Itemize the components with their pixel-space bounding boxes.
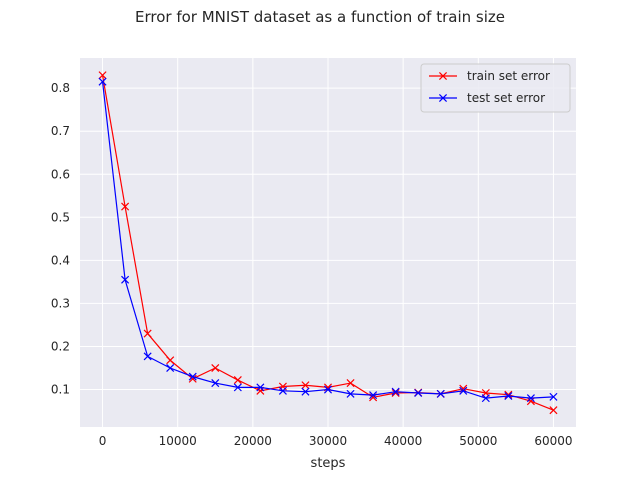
legend-label: test set error	[467, 91, 545, 105]
x-tick-label: 10000	[159, 434, 197, 448]
data-point	[346, 389, 355, 398]
data-point	[256, 383, 265, 392]
legend-item: test set error	[429, 91, 545, 105]
data-point	[233, 383, 242, 392]
x-tick-label: 60000	[534, 434, 572, 448]
y-tick-label: 0.1	[51, 383, 70, 397]
y-axis-ticks: 0.1 0.2 0.3 0.4 0.5 0.6 0.7 0.8	[51, 81, 70, 396]
data-point	[211, 363, 220, 373]
x-axis-label: steps	[311, 456, 346, 471]
data-point	[278, 386, 287, 395]
data-point	[391, 388, 400, 398]
data-point	[301, 381, 310, 390]
data-point	[233, 376, 242, 385]
data-point	[98, 77, 107, 86]
series-layer	[98, 71, 558, 415]
data-point	[211, 379, 220, 388]
x-tick-label: 50000	[459, 434, 497, 448]
data-point	[121, 202, 130, 211]
data-point	[391, 387, 400, 396]
data-point	[143, 352, 152, 361]
data-point	[436, 389, 445, 398]
chart-title: Error for MNIST dataset as a function of…	[135, 8, 505, 26]
data-point	[549, 406, 558, 415]
y-tick-label: 0.7	[51, 124, 70, 138]
y-tick-label: 0.6	[51, 167, 70, 181]
data-point	[188, 374, 197, 383]
data-point	[526, 397, 535, 406]
y-tick-label: 0.2	[51, 339, 70, 353]
data-point	[459, 386, 468, 395]
x-tick-label: 0	[99, 434, 107, 448]
legend-marker	[438, 71, 448, 81]
legend-marker	[438, 93, 448, 103]
grid	[80, 58, 576, 427]
x-tick-label: 30000	[309, 434, 347, 448]
data-point	[549, 392, 558, 401]
legend: train set error test set error	[420, 63, 571, 113]
data-point	[504, 391, 513, 401]
series-2	[98, 77, 558, 403]
data-point	[504, 390, 513, 399]
data-point	[256, 386, 265, 395]
data-point	[526, 394, 535, 403]
y-tick-label: 0.5	[51, 210, 70, 224]
data-point	[323, 385, 333, 394]
data-point	[121, 275, 130, 284]
x-tick-label: 40000	[384, 434, 422, 448]
data-point	[188, 372, 197, 381]
x-axis-ticks: 0 10000 20000 30000 40000 50000 60000	[99, 434, 573, 448]
data-point	[143, 329, 152, 338]
legend-label: train set error	[467, 69, 550, 83]
y-tick-label: 0.3	[51, 296, 70, 310]
y-tick-label: 0.8	[51, 81, 70, 95]
series-1	[98, 71, 558, 415]
data-point	[166, 356, 175, 365]
data-point	[166, 363, 175, 373]
data-point	[369, 391, 378, 400]
x-tick-label: 20000	[234, 434, 272, 448]
data-point	[98, 71, 107, 80]
data-point	[414, 388, 423, 398]
legend-item: train set error	[429, 69, 550, 83]
data-point	[301, 387, 310, 396]
data-point	[481, 394, 490, 403]
data-point	[346, 379, 355, 388]
y-tick-label: 0.4	[51, 253, 70, 267]
legend-box	[420, 63, 571, 113]
